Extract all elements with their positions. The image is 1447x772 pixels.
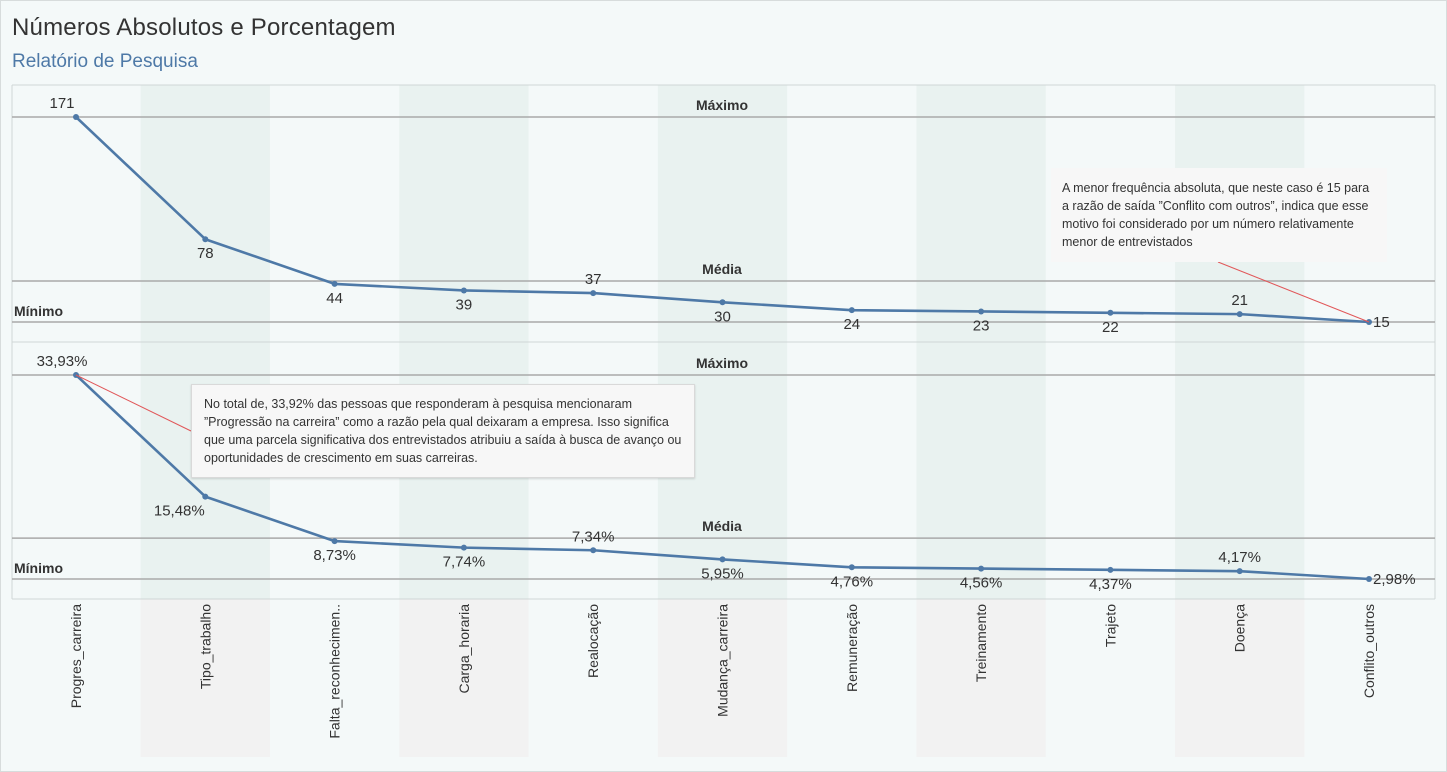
axis-column-band — [140, 599, 270, 757]
annotation-pointer-top — [1217, 261, 1370, 323]
data-point — [719, 299, 726, 306]
data-label: 37 — [585, 271, 602, 288]
data-point — [1236, 311, 1243, 318]
reference-label-min: Mínimo — [14, 560, 63, 576]
data-label: 15 — [1373, 314, 1390, 331]
x-tick-label: Remuneração — [844, 604, 860, 692]
data-label: 171 — [49, 95, 74, 112]
data-label: 21 — [1231, 292, 1248, 309]
data-point — [460, 544, 467, 551]
data-label: 8,73% — [313, 547, 356, 564]
data-label: 30 — [714, 308, 731, 325]
page-title: Números Absolutos e Porcentagem — [12, 14, 396, 41]
data-label: 23 — [973, 317, 990, 334]
data-label: 44 — [326, 290, 343, 307]
data-label: 4,17% — [1218, 549, 1261, 566]
x-tick-label: Progres_carreira — [68, 604, 84, 708]
axis-column-band — [1175, 599, 1305, 757]
data-point — [202, 493, 209, 500]
data-point — [73, 114, 79, 120]
data-label: 4,56% — [960, 575, 1003, 592]
axis-column-band — [916, 599, 1046, 757]
data-point — [460, 287, 467, 294]
data-point — [848, 307, 855, 314]
data-point — [1107, 566, 1114, 573]
x-tick-label: Trajeto — [1102, 604, 1118, 647]
data-point — [1366, 576, 1372, 582]
data-label: 7,34% — [572, 528, 615, 545]
data-point — [719, 556, 726, 563]
annotation-pointer-bottom — [75, 374, 192, 432]
annotation-min-frequency: A menor frequência absoluta, que neste c… — [1051, 168, 1387, 262]
data-label: 78 — [197, 245, 214, 262]
x-tick-label: Mudança_carreira — [715, 604, 731, 717]
reference-label-max: Máximo — [696, 97, 748, 113]
data-label: 2,98% — [1373, 571, 1416, 588]
data-label: 15,48% — [154, 503, 205, 520]
data-point — [1236, 568, 1243, 575]
x-tick-label: Realocação — [585, 604, 601, 678]
data-point — [978, 565, 985, 572]
data-label: 4,76% — [831, 573, 874, 590]
page-subtitle: Relatório de Pesquisa — [12, 51, 198, 72]
data-point — [331, 280, 338, 287]
data-point — [590, 290, 597, 297]
axis-column-band — [399, 599, 529, 757]
data-label: 24 — [843, 316, 860, 333]
x-tick-label: Falta_reconhecimen.. — [327, 604, 343, 739]
data-label: 33,93% — [37, 353, 88, 370]
reference-label-min: Mínimo — [14, 303, 63, 319]
x-tick-label: Doença — [1232, 604, 1248, 652]
data-point — [202, 236, 209, 243]
data-label: 7,74% — [443, 554, 486, 571]
x-tick-label: Conflito_outros — [1361, 604, 1377, 698]
data-label: 22 — [1102, 319, 1119, 336]
reference-label-avg: Média — [702, 261, 742, 277]
reference-label-max: Máximo — [696, 355, 748, 371]
x-tick-label: Tipo_trabalho — [197, 604, 213, 689]
x-tick-label: Carga_horaria — [456, 604, 472, 694]
data-label: 5,95% — [701, 565, 744, 582]
data-point — [978, 308, 985, 315]
data-point — [1107, 309, 1114, 316]
reference-label-avg: Média — [702, 518, 742, 534]
data-point — [331, 538, 338, 545]
annotation-progression-share: No total de, 33,92% das pessoas que resp… — [191, 384, 695, 478]
x-tick-label: Treinamento — [973, 604, 989, 682]
data-point — [848, 564, 855, 571]
axis-column-band — [657, 599, 788, 757]
data-point — [590, 547, 597, 554]
data-label: 39 — [456, 296, 473, 313]
data-label: 4,37% — [1089, 576, 1132, 593]
